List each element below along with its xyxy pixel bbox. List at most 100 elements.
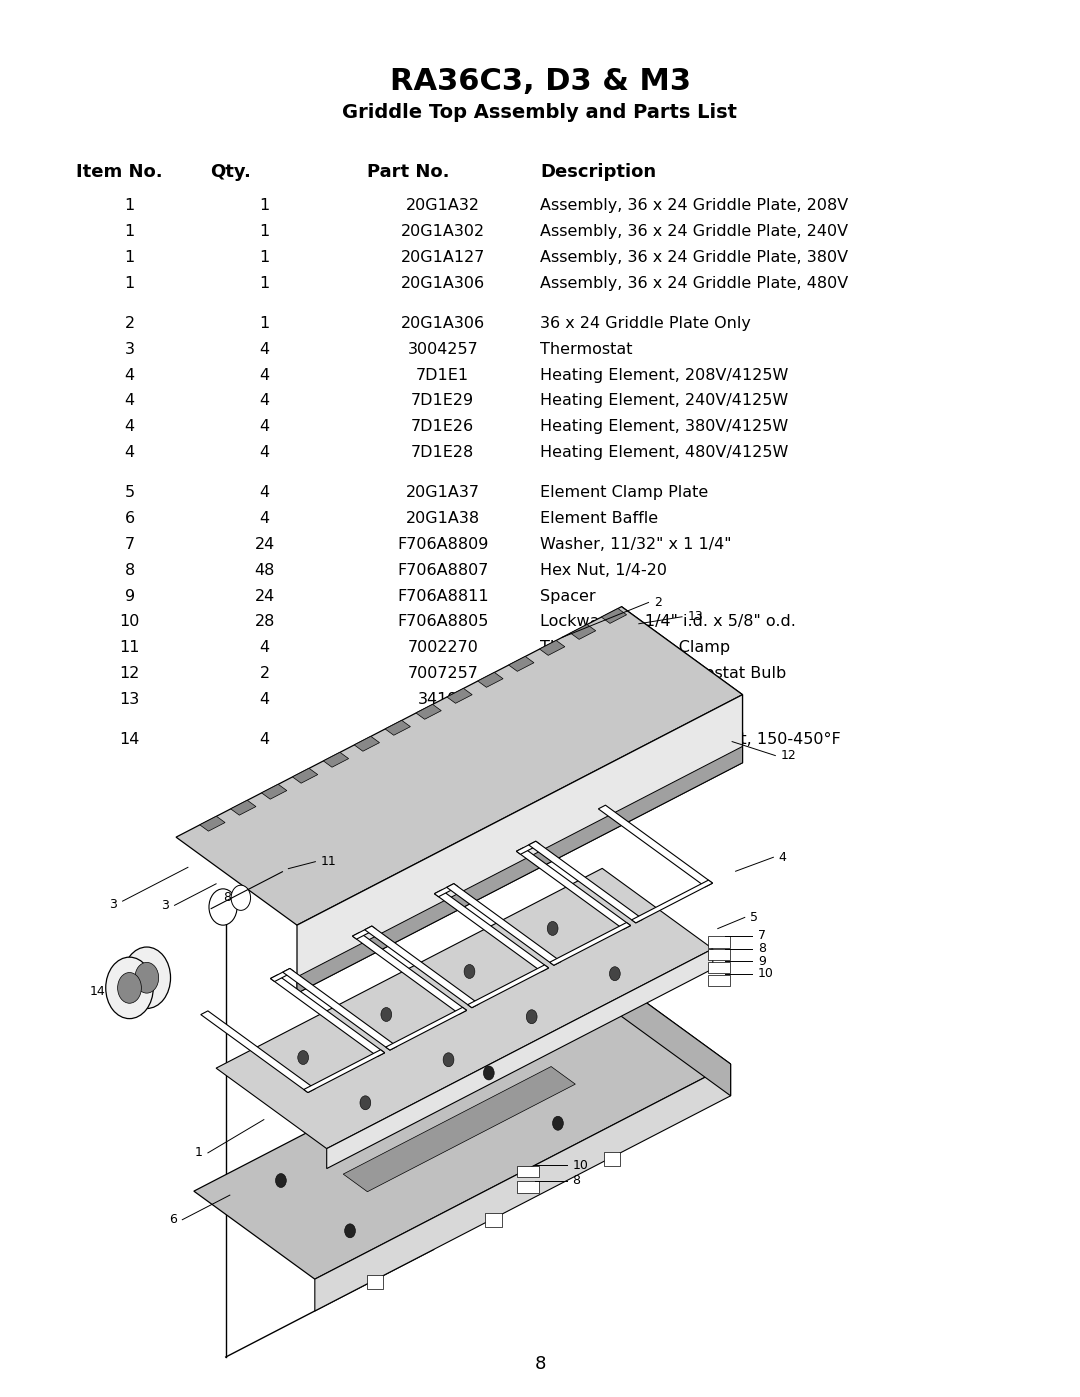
Polygon shape [602,609,626,623]
Polygon shape [354,736,379,752]
Circle shape [106,957,153,1018]
Polygon shape [447,884,561,965]
Circle shape [298,1051,309,1065]
Polygon shape [434,884,458,897]
Text: Heating Element, 240V/4125W: Heating Element, 240V/4125W [540,394,788,408]
Text: 3: 3 [109,898,117,911]
Text: 1: 1 [259,316,270,331]
Text: Spacer: Spacer [540,588,596,604]
Bar [486,1213,501,1227]
Text: 4: 4 [259,394,270,408]
Text: 13: 13 [688,610,703,623]
Circle shape [231,886,251,911]
Bar [367,1274,383,1288]
Polygon shape [303,1049,384,1092]
Text: 8: 8 [758,942,766,956]
Text: Angle Clamp, Thermostat Bulb: Angle Clamp, Thermostat Bulb [540,666,786,682]
Text: 20G1A306: 20G1A306 [401,275,485,291]
Polygon shape [477,672,503,687]
Polygon shape [323,753,349,767]
Text: 7002270: 7002270 [407,640,478,655]
Text: F706A8805: F706A8805 [397,615,488,630]
Text: 11: 11 [321,855,337,868]
Text: 5: 5 [751,911,758,923]
Circle shape [464,964,475,978]
Text: 2: 2 [259,666,270,682]
Text: 1: 1 [259,250,270,265]
Text: Element Clamp Plate: Element Clamp Plate [540,485,708,500]
Text: 4: 4 [124,446,135,460]
Polygon shape [176,606,743,925]
Polygon shape [297,746,743,993]
Bar [708,975,730,986]
Text: 20G1A302: 20G1A302 [401,224,485,239]
Text: 3004257: 3004257 [407,342,478,356]
Text: 4: 4 [259,367,270,383]
Polygon shape [261,784,287,799]
Text: 12: 12 [120,666,139,682]
Circle shape [135,963,159,993]
Text: 2: 2 [124,316,135,331]
Text: Assembly, 36 x 24 Griddle Plate, 480V: Assembly, 36 x 24 Griddle Plate, 480V [540,275,848,291]
Text: 8: 8 [535,1355,545,1373]
Text: Thermostat Sleeve: Thermostat Sleeve [540,692,691,707]
Circle shape [275,1173,286,1187]
Text: Assembly, 36 x 24 Griddle Plate, 208V: Assembly, 36 x 24 Griddle Plate, 208V [540,198,848,214]
Text: 6: 6 [170,1213,177,1227]
Text: 7: 7 [758,929,766,943]
Text: F706A8807: F706A8807 [397,563,488,578]
Polygon shape [343,1066,576,1192]
Text: 48: 48 [255,563,274,578]
Polygon shape [194,977,730,1280]
Text: 4: 4 [779,851,786,863]
Polygon shape [315,1065,730,1310]
Text: 1: 1 [124,275,135,291]
Bar [605,1151,620,1165]
Bar [517,1182,539,1193]
Polygon shape [352,926,376,939]
Text: 13: 13 [120,692,139,707]
Polygon shape [216,869,713,1148]
Polygon shape [570,624,596,640]
Text: 14: 14 [120,732,139,747]
Text: 2: 2 [654,597,662,609]
Polygon shape [231,800,256,816]
Circle shape [118,972,141,1003]
Text: Thermostat Bulb Clamp: Thermostat Bulb Clamp [540,640,730,655]
Text: 24: 24 [255,536,274,552]
Text: 10: 10 [572,1160,589,1172]
Polygon shape [297,694,743,993]
Text: Part No.: Part No. [367,163,449,182]
Circle shape [553,1116,564,1130]
Text: 1: 1 [194,1147,203,1160]
Polygon shape [293,768,318,784]
Text: 9: 9 [124,588,135,604]
Bar [708,949,730,960]
Text: 10: 10 [120,615,139,630]
Text: RA36C3, D3 & M3: RA36C3, D3 & M3 [390,67,690,96]
Circle shape [443,1053,454,1067]
Text: 3: 3 [161,898,170,912]
Text: 8: 8 [572,1175,580,1187]
Polygon shape [365,926,480,1007]
Text: Qty.: Qty. [211,163,252,182]
Text: 4: 4 [124,394,135,408]
Polygon shape [529,841,643,923]
Text: 20G1A38: 20G1A38 [406,511,480,527]
Text: 1: 1 [259,224,270,239]
Circle shape [484,1066,495,1080]
Circle shape [526,1010,537,1024]
Text: 1: 1 [124,198,135,214]
Text: Thermostat: Thermostat [540,342,633,356]
Text: Assembly, 36 x 24 Griddle Plate, 240V: Assembly, 36 x 24 Griddle Plate, 240V [540,224,848,239]
Text: 20G1A37: 20G1A37 [406,485,480,500]
Polygon shape [598,805,713,887]
Text: Heating Element, 380V/4125W: Heating Element, 380V/4125W [540,419,788,434]
Text: Assembly, 36 x 24 Griddle Plate, 380V: Assembly, 36 x 24 Griddle Plate, 380V [540,250,848,265]
Bar [708,963,730,974]
Circle shape [360,1095,370,1109]
Polygon shape [201,1011,315,1092]
Text: Washer, 11/32" x 1 1/4": Washer, 11/32" x 1 1/4" [540,536,731,552]
Text: 7007257: 7007257 [407,666,478,682]
Text: 4: 4 [259,732,270,747]
